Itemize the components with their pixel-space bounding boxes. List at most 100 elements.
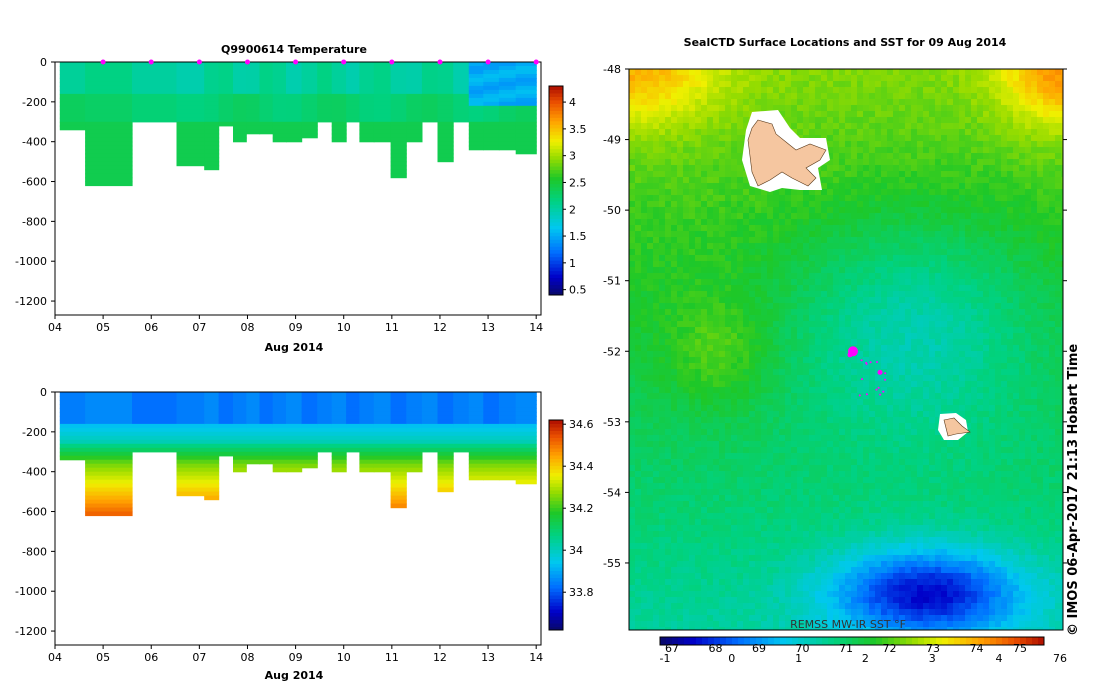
sst-cell	[803, 327, 810, 334]
sst-cell	[719, 165, 726, 172]
sst-cell	[785, 345, 792, 352]
sst-cell	[965, 339, 972, 346]
sst-cell	[833, 123, 840, 130]
sst-cell	[983, 273, 990, 280]
salinity-cell	[515, 471, 537, 477]
sst-cell	[713, 267, 720, 274]
salinity-cell	[359, 451, 375, 457]
sst-cell	[1043, 69, 1050, 76]
sst-cell	[935, 225, 942, 232]
sst-cell	[677, 267, 684, 274]
y-tick-label: -1200	[15, 625, 47, 638]
salinity-cell	[437, 443, 454, 449]
sst-cell	[899, 255, 906, 262]
sst-cell	[821, 321, 828, 328]
sst-cell	[1055, 249, 1062, 256]
salinity-cell	[359, 407, 375, 413]
sst-cell	[833, 75, 840, 82]
salinity-cell	[132, 431, 178, 437]
colorbar-segment	[549, 169, 563, 174]
salinity-cell	[246, 439, 261, 445]
temperature-cell	[498, 105, 517, 111]
temperature-cell	[317, 117, 333, 123]
salinity-cell	[317, 400, 333, 405]
sst-cell	[707, 297, 714, 304]
temperature-cell	[331, 97, 347, 103]
temperature-cell	[132, 93, 178, 99]
sst-cell	[659, 351, 666, 358]
sst-cell	[809, 117, 816, 124]
x-tick-label: 05	[96, 651, 110, 664]
sst-cell	[965, 135, 972, 142]
temperature-cell	[286, 121, 303, 127]
y-tick-label: -800	[22, 215, 47, 228]
salinity-cell	[437, 471, 454, 477]
colorbar-segment	[549, 458, 563, 463]
sst-cell	[881, 159, 888, 166]
salinity-cell	[246, 419, 261, 425]
sst-cell	[815, 117, 822, 124]
sst-cell	[905, 267, 912, 274]
sst-cell	[941, 207, 948, 214]
sst-cell	[899, 285, 906, 292]
sst-cell	[845, 243, 852, 250]
sst-cell	[995, 99, 1002, 106]
sst-cell	[737, 189, 744, 196]
salinity-cell	[468, 439, 484, 445]
sst-cell	[917, 141, 924, 148]
sst-cell	[857, 219, 864, 226]
sst-cell	[959, 159, 966, 166]
sst-cell	[761, 99, 768, 106]
salinity-cell	[272, 419, 287, 425]
salinity-cell	[301, 419, 318, 425]
sst-cell	[905, 315, 912, 322]
sst-cell	[857, 129, 864, 136]
temperature-cell	[317, 70, 333, 75]
sst-cell	[1055, 201, 1062, 208]
sst-cell	[791, 69, 798, 76]
salinity-cell	[390, 415, 407, 421]
temperature-cell	[233, 137, 247, 143]
temperature-cell	[373, 81, 392, 87]
temperature-cell	[359, 129, 375, 135]
sst-cell	[875, 189, 882, 196]
sst-cell	[929, 363, 936, 370]
sst-cell	[773, 363, 780, 370]
sst-cell	[947, 69, 954, 76]
sst-cell	[1037, 351, 1044, 358]
sst-cell	[1061, 321, 1063, 328]
sst-cell	[629, 273, 636, 280]
sst-cell	[1013, 129, 1020, 136]
sst-cell	[791, 117, 798, 124]
sst-cell	[965, 279, 972, 286]
sst-cell	[959, 123, 966, 130]
sst-cell	[1019, 195, 1026, 202]
temperature-cell	[132, 85, 178, 91]
salinity-cell	[246, 427, 261, 433]
sst-cell	[731, 171, 738, 178]
sst-cell	[1019, 243, 1026, 250]
sst-cell	[875, 81, 882, 88]
sst-cell	[791, 255, 798, 262]
sst-cell	[989, 165, 996, 172]
sst-cell	[737, 153, 744, 160]
salinity-cell	[204, 407, 220, 413]
temperature-cell	[331, 93, 347, 99]
salinity-cell	[246, 447, 261, 453]
sst-cell	[977, 219, 984, 226]
sst-cell	[953, 249, 960, 256]
sst-cell	[701, 147, 708, 154]
sst-cell	[863, 267, 870, 274]
sst-cell	[665, 321, 672, 328]
temperature-cell	[301, 117, 318, 123]
temperature-cell	[437, 74, 454, 79]
sst-cell	[743, 369, 750, 376]
sst-cell	[959, 351, 966, 358]
temperature-cell	[515, 149, 537, 155]
sst-cell	[911, 177, 918, 184]
sst-cell	[641, 207, 648, 214]
sst-cell	[785, 87, 792, 94]
sst-cell	[977, 159, 984, 166]
sst-cell	[659, 345, 666, 352]
salinity-cell	[176, 419, 205, 425]
